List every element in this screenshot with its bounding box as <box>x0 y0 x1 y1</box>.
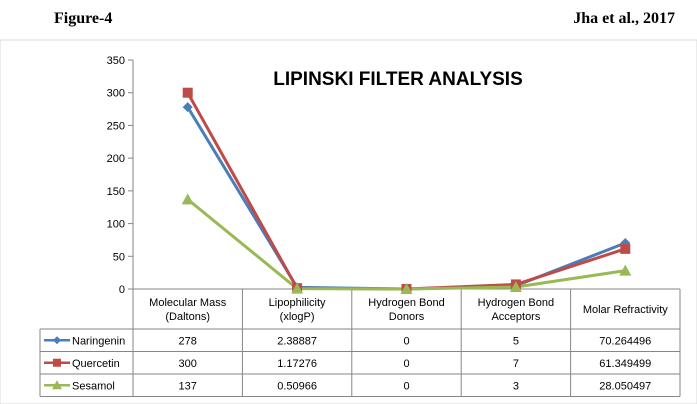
table-cell: 0 <box>403 335 409 347</box>
chart-title: LIPINSKI FILTER ANALYSIS <box>273 69 523 90</box>
x-category-label: (xlogP) <box>280 311 315 323</box>
legend-label: Sesamol <box>72 380 115 392</box>
x-category-label: Acceptors <box>491 311 540 323</box>
y-tick-label: 0 <box>119 284 125 296</box>
data-point-quercetin <box>620 243 631 254</box>
table-cell: 5 <box>513 335 519 347</box>
table-cell: 278 <box>179 335 197 347</box>
figure-label: Figure-4 <box>54 10 113 27</box>
table-cell: 28.050497 <box>599 380 651 392</box>
y-tick-label: 200 <box>107 153 125 165</box>
citation-label: Jha et al., 2017 <box>573 10 675 27</box>
table-cell: 61.349499 <box>599 358 651 370</box>
data-point-sesamol <box>291 282 304 294</box>
legend-marker <box>53 358 61 367</box>
table-cell: 7 <box>513 358 519 370</box>
y-tick-label: 100 <box>107 219 125 231</box>
data-point-sesamol <box>619 264 632 276</box>
x-category-label: Hydrogen Bond <box>368 297 444 309</box>
x-category-label: Hydrogen Bond <box>478 297 554 309</box>
table-cell: 2.38887 <box>277 335 317 347</box>
table-cell: 3 <box>513 380 519 392</box>
data-point-sesamol <box>509 281 522 293</box>
legend-label: Naringenin <box>72 335 125 347</box>
y-tick-label: 250 <box>107 120 125 132</box>
x-category-label: Lipophilicity <box>269 297 326 309</box>
data-point-quercetin <box>182 87 193 98</box>
y-tick-labels: 0 50 100 150 200 250 300 350 <box>107 55 125 296</box>
table-cell: 0.50966 <box>277 380 317 392</box>
table-cell: 1.17276 <box>277 358 317 370</box>
y-tick-label: 350 <box>107 55 125 67</box>
y-tick-label: 50 <box>113 251 125 263</box>
legend-marker <box>53 336 61 345</box>
chart-border <box>0 39 697 404</box>
y-tick-label: 300 <box>107 88 125 100</box>
y-tick-label: 150 <box>107 186 125 198</box>
table-cell: 300 <box>179 358 197 370</box>
x-category-label: Molecular Mass <box>149 297 227 309</box>
data-point-sesamol <box>400 283 413 294</box>
x-category-label: Donors <box>389 311 425 323</box>
data-point-sesamol <box>181 193 194 205</box>
x-category-label: (Daltons) <box>165 311 210 323</box>
series-markers <box>181 87 632 294</box>
legend-label: Quercetin <box>72 358 120 370</box>
x-category-label: Molar Refractivity <box>583 304 668 316</box>
legend-marker <box>52 380 62 390</box>
table-cell: 137 <box>179 380 197 392</box>
table-cell: 70.264496 <box>599 335 651 347</box>
table-cell: 0 <box>403 380 409 392</box>
data-table: Molecular Mass (Daltons) Lipophilicity (xlo… <box>39 289 681 397</box>
table-cell: 0 <box>403 358 409 370</box>
data-point-naringenin <box>182 102 193 113</box>
